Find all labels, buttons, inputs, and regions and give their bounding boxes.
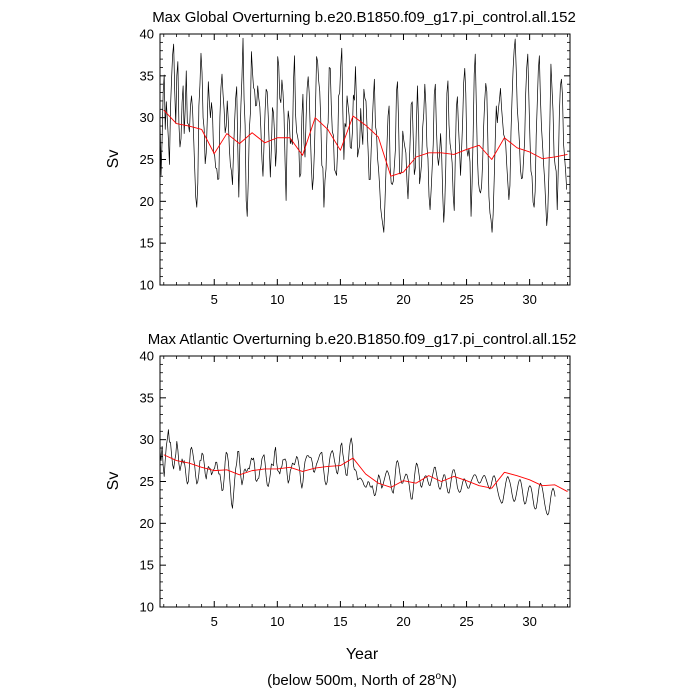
global-ylabel: Sv bbox=[105, 150, 122, 169]
global-panel-title: Max Global Overturning b.e20.B1850.f09_g… bbox=[152, 9, 576, 26]
global-ytick-label: 20 bbox=[140, 194, 154, 209]
figure-caption: (below 500m, North of 28oN) bbox=[267, 671, 457, 689]
global-xtick-label: 20 bbox=[396, 292, 410, 307]
caption-degree: o bbox=[436, 671, 442, 682]
atlantic-ytick-label: 25 bbox=[140, 474, 154, 489]
atlantic-ytick-label: 30 bbox=[140, 432, 154, 447]
atlantic-series-monthly-line bbox=[160, 429, 556, 516]
caption-prefix: (below 500m, North of 28 bbox=[267, 672, 435, 689]
atlantic-xtick-label: 5 bbox=[211, 614, 218, 629]
global-xtick-label: 10 bbox=[270, 292, 284, 307]
global-xtick-label: 15 bbox=[333, 292, 347, 307]
global-series-annual-mean-line bbox=[163, 109, 568, 177]
atlantic-ytick-label: 40 bbox=[140, 349, 154, 364]
atlantic-ytick-label: 35 bbox=[140, 390, 154, 405]
global-ytick-label: 40 bbox=[140, 27, 154, 42]
atlantic-xtick-label: 25 bbox=[459, 614, 473, 629]
atlantic-xtick-label: 10 bbox=[270, 614, 284, 629]
x-axis-label: Year bbox=[346, 646, 379, 663]
global-xtick-label: 30 bbox=[522, 292, 536, 307]
atlantic-series-annual-mean-line bbox=[163, 454, 568, 492]
atlantic-ylabel: Sv bbox=[105, 472, 122, 491]
atlantic-panel-title: Max Atlantic Overturning b.e20.B1850.f09… bbox=[148, 331, 577, 348]
atlantic-xtick-label: 15 bbox=[333, 614, 347, 629]
atlantic-plot-frame bbox=[159, 355, 571, 608]
global-ytick-label: 10 bbox=[140, 278, 154, 293]
global-ytick-label: 15 bbox=[140, 236, 154, 251]
caption-suffix: N) bbox=[441, 672, 457, 689]
global-series-monthly-line bbox=[160, 37, 568, 233]
atlantic-xtick-label: 20 bbox=[396, 614, 410, 629]
global-plot-frame bbox=[159, 33, 571, 286]
atlantic-ytick-label: 20 bbox=[140, 516, 154, 531]
global-xtick-label: 5 bbox=[211, 292, 218, 307]
global-xtick-label: 25 bbox=[459, 292, 473, 307]
global-ytick-label: 25 bbox=[140, 152, 154, 167]
global-overturning-panel: Max Global Overturning b.e20.B1850.f09_g… bbox=[105, 9, 576, 307]
global-ytick-label: 30 bbox=[140, 110, 154, 125]
atlantic-ytick-label: 15 bbox=[140, 558, 154, 573]
global-ytick-label: 35 bbox=[140, 68, 154, 83]
atlantic-xtick-label: 30 bbox=[522, 614, 536, 629]
atlantic-ytick-label: 10 bbox=[140, 600, 154, 615]
atlantic-overturning-panel: Max Atlantic Overturning b.e20.B1850.f09… bbox=[105, 331, 576, 663]
